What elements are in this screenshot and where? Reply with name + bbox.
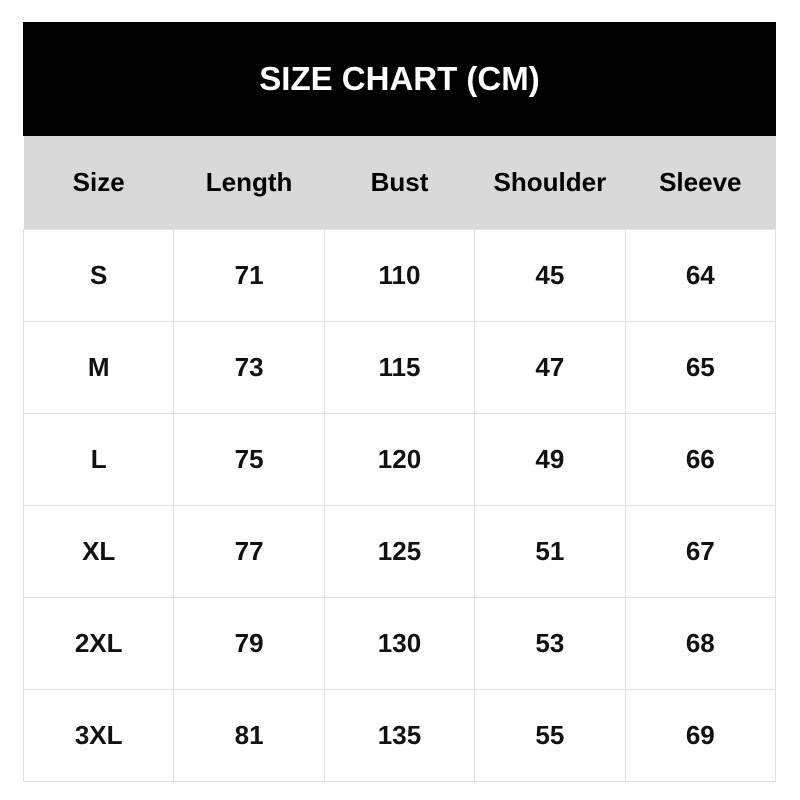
- table-row: S 71 110 45 64: [22, 229, 777, 322]
- table-row: M 73 115 47 65: [22, 321, 777, 414]
- table-cell: 68: [624, 597, 777, 690]
- table-cell: 66: [624, 413, 777, 506]
- header-row: Size Length Bust Shoulder Sleeve: [23, 136, 776, 230]
- table-cell: M: [22, 321, 175, 414]
- table-cell: 120: [323, 413, 476, 506]
- table-cell: 75: [173, 413, 325, 506]
- table-row: XL 77 125 51 67: [22, 505, 777, 598]
- table-cell: 3XL: [22, 689, 175, 782]
- table-cell: 51: [474, 505, 626, 598]
- column-header: Length: [173, 136, 325, 230]
- table-cell: 49: [474, 413, 626, 506]
- column-header: Shoulder: [474, 136, 626, 230]
- table-cell: 67: [624, 505, 777, 598]
- table-row: 2XL 79 130 53 68: [22, 597, 777, 690]
- table-cell: S: [22, 229, 175, 322]
- table-cell: 47: [474, 321, 626, 414]
- table-cell: 64: [624, 229, 777, 322]
- table-cell: 115: [323, 321, 476, 414]
- table-cell: 81: [173, 689, 325, 782]
- column-header: Bust: [324, 136, 475, 230]
- table-cell: 55: [474, 689, 626, 782]
- table-row: L 75 120 49 66: [22, 413, 777, 506]
- table-cell: 135: [323, 689, 476, 782]
- table-cell: 77: [173, 505, 325, 598]
- table-cell: 65: [624, 321, 777, 414]
- size-chart: SIZE CHART (CM) Size Length Bust Shoulder Sl…: [22, 22, 777, 782]
- table-cell: 53: [474, 597, 626, 690]
- table-cell: XL: [22, 505, 175, 598]
- table-row: 3XL 81 135 55 69: [22, 689, 777, 782]
- table-cell: 71: [173, 229, 325, 322]
- column-header: Sleeve: [625, 136, 776, 230]
- table-cell: 79: [173, 597, 325, 690]
- size-table: Size Length Bust Shoulder Sleeve S 71 110 45 64 M…: [22, 136, 777, 782]
- table-cell: 69: [624, 689, 777, 782]
- table-cell: 45: [474, 229, 626, 322]
- table-cell: 125: [323, 505, 476, 598]
- chart-title: SIZE CHART (CM): [23, 22, 776, 136]
- table-cell: L: [22, 413, 175, 506]
- column-header: Size: [23, 136, 174, 230]
- table-cell: 73: [173, 321, 325, 414]
- table-cell: 2XL: [22, 597, 175, 690]
- table-cell: 110: [323, 229, 476, 322]
- table-cell: 130: [323, 597, 476, 690]
